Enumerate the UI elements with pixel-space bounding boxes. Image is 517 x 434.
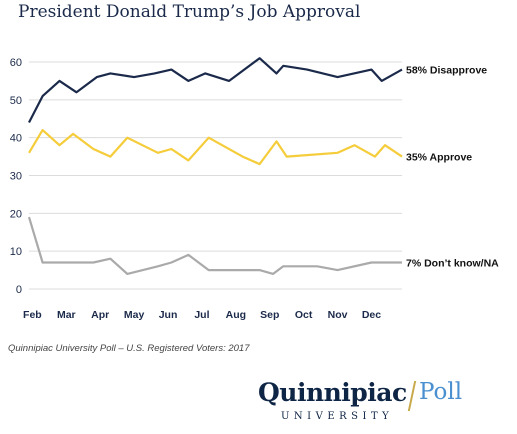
- source-note: Quinnipiac University Poll – U.S. Regist…: [8, 343, 250, 354]
- x-tick-feb: Feb: [23, 309, 42, 321]
- end-label-1: 35% Approve: [406, 152, 472, 164]
- series-line-approve: [28, 129, 403, 166]
- x-tick-aug: Aug: [226, 309, 246, 321]
- y-tick-30: 30: [10, 171, 22, 183]
- line-chart: 0 10 20 30 40 50 60 Feb Mar Apr May Jun Jul Aug Sep Oc…: [10, 57, 499, 321]
- x-tick-jun: Jun: [159, 309, 178, 321]
- x-axis-ticks: Feb Mar Apr May Jun Jul Aug Sep Oct Nov Dec: [23, 309, 381, 321]
- x-tick-nov: Nov: [328, 309, 348, 321]
- grid-lines: [29, 61, 402, 290]
- logo-university: UNIVERSITY: [281, 411, 394, 422]
- logo-divider: [407, 381, 417, 411]
- y-axis-ticks: 0 10 20 30 40 50 60: [10, 57, 22, 296]
- x-tick-may: May: [124, 309, 145, 321]
- y-tick-60: 60: [10, 57, 22, 69]
- logo-brand: Quinnipiac: [258, 378, 407, 407]
- end-label-0: 58% Disapprove: [406, 65, 487, 77]
- x-tick-oct: Oct: [295, 309, 313, 321]
- y-tick-20: 20: [10, 208, 22, 220]
- y-tick-50: 50: [10, 95, 22, 107]
- series-line-disapprove: [28, 57, 403, 124]
- x-tick-jul: Jul: [194, 309, 209, 321]
- chart-title: President Donald Trump’s Job Approval: [18, 2, 361, 22]
- x-tick-mar: Mar: [57, 309, 76, 321]
- x-tick-sep: Sep: [260, 309, 279, 321]
- logo-poll: Poll: [419, 379, 463, 405]
- y-tick-40: 40: [10, 133, 22, 145]
- end-label-2: 7% Don’t know/NA: [406, 258, 499, 270]
- series-lines: [27, 57, 403, 275]
- series-line-don-t-know-na: [27, 216, 402, 275]
- y-tick-0: 0: [16, 284, 22, 296]
- series-end-labels: 58% Disapprove 35% Approve 7% Don’t know/N…: [406, 65, 499, 270]
- quinnipiac-poll-logo: Quinnipiac Poll UNIVERSITY: [258, 378, 508, 428]
- x-tick-apr: Apr: [91, 309, 109, 321]
- x-tick-dec: Dec: [362, 309, 381, 321]
- y-tick-10: 10: [10, 246, 22, 258]
